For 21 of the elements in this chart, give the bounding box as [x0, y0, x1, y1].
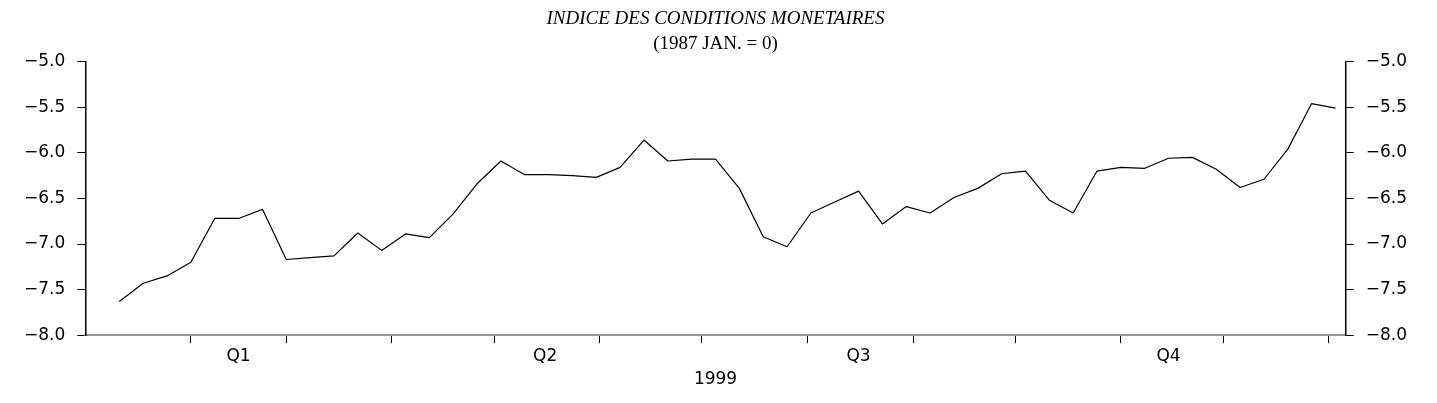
- chart-title: INDICE DES CONDITIONS MONETAIRES: [545, 7, 885, 29]
- y-tick-label: −7.5: [24, 278, 66, 299]
- x-tick-label: Q3: [846, 344, 871, 365]
- y2-tick-label: −6.0: [1365, 141, 1407, 162]
- x-axis-title: 1999: [693, 368, 738, 389]
- y-tick-label: −5.5: [24, 95, 66, 116]
- y2-tick-label: −5.0: [1365, 50, 1407, 71]
- y-tick-label: −6.5: [24, 186, 66, 207]
- y-tick-label: −6.0: [24, 141, 66, 162]
- y2-tick-label: −6.5: [1365, 186, 1407, 207]
- y-tick-label: −7.0: [24, 232, 66, 253]
- y2-tick-label: −7.5: [1365, 278, 1407, 299]
- x-tick-label: Q1: [226, 344, 251, 365]
- x-tick-label: Q2: [533, 344, 558, 365]
- y2-tick-label: −5.5: [1365, 95, 1407, 116]
- chart-subtitle: (1987 JAN. = 0): [653, 32, 778, 55]
- y-tick-label: −5.0: [24, 50, 66, 71]
- y-tick-label: −8.0: [24, 323, 66, 344]
- y2-tick-label: −7.0: [1365, 232, 1407, 253]
- y2-tick-label: −8.0: [1365, 323, 1407, 344]
- x-tick-label: Q4: [1156, 344, 1181, 365]
